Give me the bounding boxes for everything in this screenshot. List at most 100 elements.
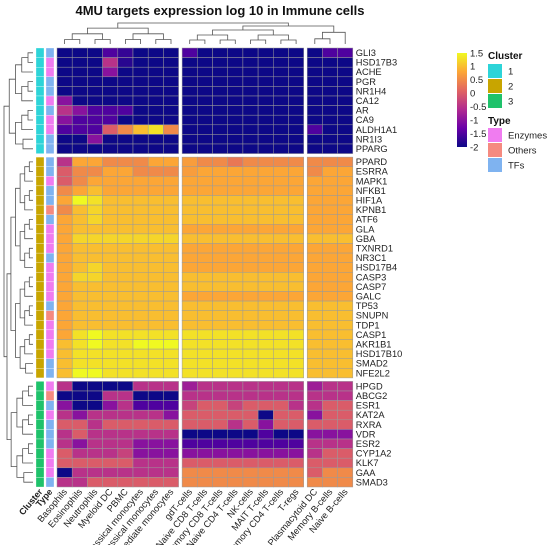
heatmap-cell xyxy=(257,204,274,215)
heatmap-cell xyxy=(337,281,354,292)
heatmap-cell xyxy=(132,124,149,135)
heatmap-cell xyxy=(212,57,228,68)
heatmap-cell xyxy=(227,204,244,215)
heatmap-cell xyxy=(102,390,119,401)
heatmap-cell xyxy=(117,358,134,369)
heatmap-cell xyxy=(117,291,134,302)
cluster-annotation-cell xyxy=(35,348,45,359)
heatmap-cell xyxy=(197,224,213,235)
heatmap-cell xyxy=(273,390,289,401)
heatmap-cell xyxy=(163,300,179,311)
heatmap-cell xyxy=(242,204,259,215)
heatmap-cell xyxy=(288,66,304,78)
heatmap-cell xyxy=(197,409,213,421)
heatmap-cell xyxy=(227,124,244,135)
heatmap-cell xyxy=(197,243,213,254)
cluster-annotation-cell xyxy=(35,448,45,459)
row-label: PPARD xyxy=(356,157,388,167)
heatmap-cell xyxy=(56,166,73,177)
heatmap-cell xyxy=(227,329,244,340)
cluster-annotation-cell xyxy=(35,429,45,440)
heatmap-cell xyxy=(337,105,354,116)
heatmap-cell xyxy=(117,429,134,440)
heatmap-cell xyxy=(117,400,134,411)
heatmap-cell xyxy=(71,281,88,292)
heatmap-cell xyxy=(181,233,198,244)
heatmap-cell xyxy=(71,409,88,421)
heatmap-cell xyxy=(337,467,354,478)
heatmap-cell xyxy=(147,185,164,196)
heatmap-cell xyxy=(197,281,213,292)
heatmap-cell xyxy=(337,143,354,154)
row-label: ACHE xyxy=(356,67,382,77)
row-label: ESRRA xyxy=(356,167,389,177)
legend: 1.5 1 0.5 0 -0.5 -1 -1.5 -2 Cluster 1 2 3 Type Enzy… xyxy=(457,48,547,172)
heatmap-cell xyxy=(181,262,198,273)
heatmap-cell xyxy=(132,224,149,235)
heatmap-cell xyxy=(273,291,289,302)
heatmap-cell xyxy=(212,86,228,97)
heatmap-cell xyxy=(117,76,134,87)
heatmap-cell xyxy=(102,409,119,421)
heatmap-cell xyxy=(257,134,274,145)
heatmap-cell xyxy=(102,176,119,187)
heatmap-cell xyxy=(306,310,323,321)
cluster-annotation-cell xyxy=(35,86,45,97)
heatmap-cell xyxy=(71,477,88,488)
heatmap-cell xyxy=(337,320,354,331)
heatmap-cell xyxy=(337,339,354,350)
heatmap-cell xyxy=(197,166,213,177)
heatmap-cell xyxy=(147,300,164,311)
heatmap-cell xyxy=(87,224,103,235)
heatmap-cell xyxy=(273,409,289,421)
heatmap-cell xyxy=(87,204,103,215)
heatmap-cell xyxy=(132,400,149,411)
heatmap-cell xyxy=(71,300,88,311)
heatmap-cell xyxy=(322,86,338,97)
heatmap-cell xyxy=(181,339,198,350)
heatmap-cell xyxy=(288,134,304,145)
type-annotation-cell xyxy=(45,195,55,206)
row-label: SNUPN xyxy=(356,311,389,321)
heatmap-cell xyxy=(71,419,88,430)
heatmap-cell xyxy=(71,156,88,167)
heatmap-cell xyxy=(117,477,134,488)
heatmap-cell xyxy=(322,166,338,177)
heatmap-cell xyxy=(273,310,289,321)
cluster-annotation-cell xyxy=(35,329,45,340)
heatmap-cell xyxy=(227,358,244,369)
heatmap-cell xyxy=(197,47,213,58)
heatmap-cell xyxy=(132,457,149,469)
heatmap-cell xyxy=(181,419,198,430)
heatmap-cell xyxy=(56,252,73,263)
type-legend-swatch xyxy=(488,158,502,172)
heatmap-cell xyxy=(87,477,103,488)
row-label: CASP3 xyxy=(356,272,387,282)
heatmap-cell xyxy=(227,224,244,235)
heatmap-cell xyxy=(56,156,73,167)
heatmap-cell xyxy=(322,224,338,235)
heatmap-cell xyxy=(147,57,164,68)
heatmap-cell xyxy=(306,457,323,469)
heatmap-cell xyxy=(87,233,103,244)
heatmap-cell xyxy=(87,320,103,331)
row-label: KLK7 xyxy=(356,458,379,468)
heatmap-cell xyxy=(147,47,164,58)
dendrogram-branch xyxy=(25,363,33,374)
heatmap-cell xyxy=(227,66,244,78)
heatmap-cell xyxy=(306,438,323,449)
heatmap-cell xyxy=(242,300,259,311)
color-scale-tick: -1 xyxy=(470,115,478,126)
heatmap-cell xyxy=(337,419,354,430)
heatmap-cell xyxy=(102,368,119,379)
row-label: TDP1 xyxy=(356,320,380,330)
heatmap-cell xyxy=(273,166,289,177)
dendrogram-branch xyxy=(24,281,33,297)
type-annotation-cell xyxy=(45,419,55,430)
dendrogram-branch xyxy=(10,412,17,468)
cluster-annotation-cell xyxy=(35,281,45,292)
row-label: RXRA xyxy=(356,420,383,430)
heatmap-cell xyxy=(87,438,103,449)
heatmap-cell xyxy=(87,300,103,311)
heatmap-cell xyxy=(147,281,164,292)
